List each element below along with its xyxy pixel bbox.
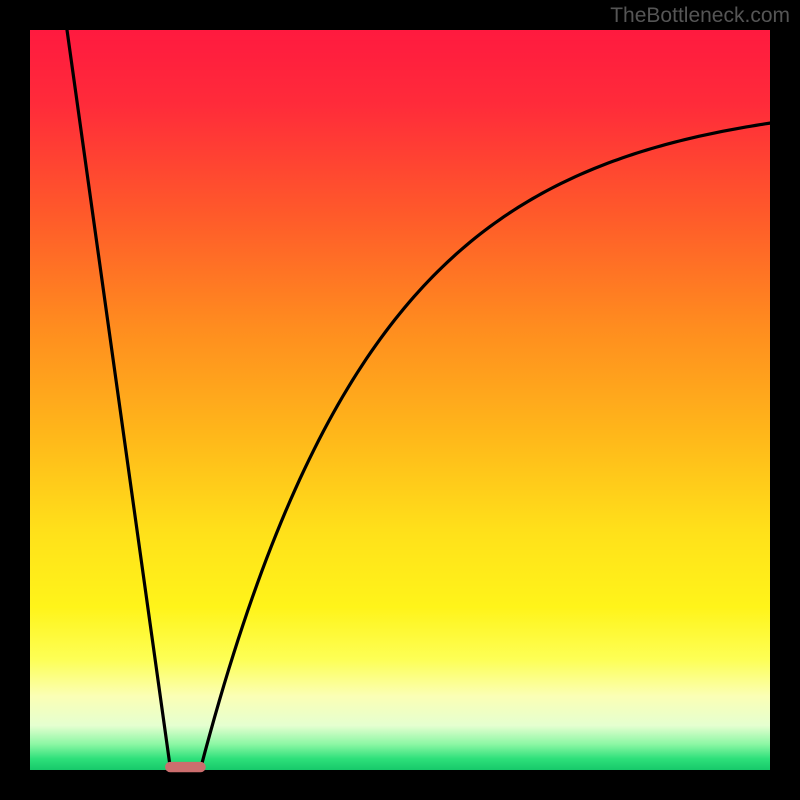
attribution-label: TheBottleneck.com — [610, 4, 790, 28]
optimal-marker — [165, 762, 206, 772]
bottleneck-chart: TheBottleneck.com — [0, 0, 800, 800]
chart-background — [30, 30, 770, 770]
chart-svg — [0, 0, 800, 800]
